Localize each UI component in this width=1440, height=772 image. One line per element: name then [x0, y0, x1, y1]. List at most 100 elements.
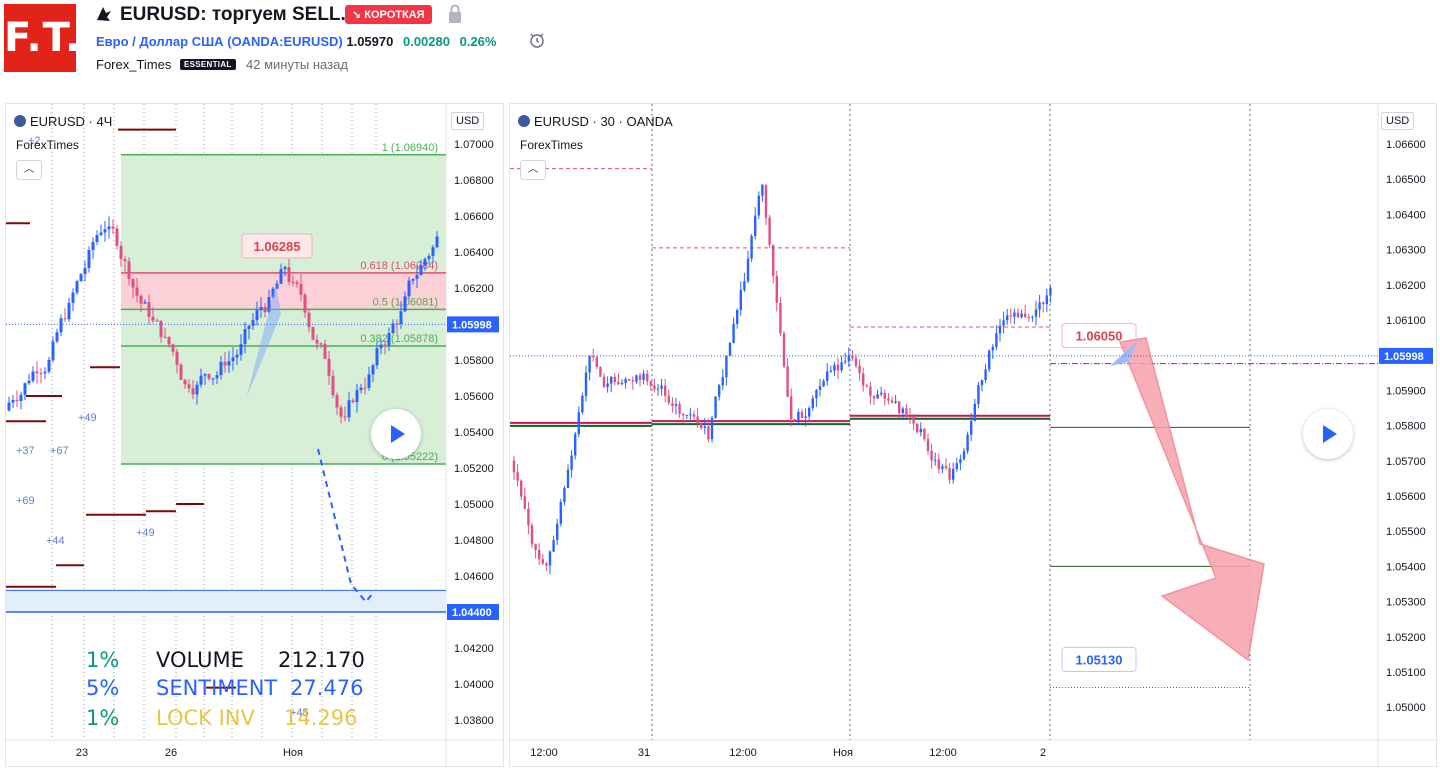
candle-body: [556, 523, 559, 541]
price-tick-label: 1.04600: [454, 571, 494, 583]
candle-body: [391, 323, 395, 334]
play-button[interactable]: [371, 409, 421, 459]
price-tick-label: 1.05900: [1386, 385, 1426, 397]
candle-body: [995, 333, 998, 347]
candle-body: [411, 278, 415, 281]
candle-body: [315, 339, 319, 344]
candle-body: [363, 387, 367, 389]
candle-body: [207, 374, 211, 379]
candle-body: [991, 346, 994, 351]
candle-body: [970, 420, 973, 435]
candle-body: [671, 402, 674, 406]
candle-body: [782, 333, 786, 367]
target-low-label: 1.05130: [1076, 652, 1123, 667]
candle-body: [602, 376, 606, 387]
candle-body: [1042, 302, 1045, 305]
price-tick-label: 1.06100: [1386, 315, 1426, 327]
candle-body: [343, 416, 347, 418]
instrument-change-pct: 0.26%: [459, 34, 497, 49]
left-chart-symbol[interactable]: EURUSD · 4Ч: [14, 114, 112, 129]
candle-body: [55, 332, 59, 342]
candle-body: [139, 295, 143, 304]
candle-body: [520, 480, 523, 497]
right-currency-button[interactable]: USD: [1381, 112, 1415, 130]
candle-body: [231, 357, 235, 362]
candle-body: [259, 306, 263, 311]
candle-body: [678, 404, 681, 414]
left-currency-button[interactable]: USD: [451, 112, 485, 130]
candle-body: [43, 371, 47, 374]
candle-body: [383, 344, 387, 346]
target-high-box: [1061, 323, 1137, 349]
candle-body: [588, 356, 591, 373]
candle-body: [355, 390, 359, 403]
play-button[interactable]: [1303, 409, 1353, 459]
candle-body: [613, 376, 616, 382]
candle-body: [919, 428, 922, 433]
collapse-legend-button[interactable]: ︿: [520, 160, 546, 180]
candle-body: [211, 378, 215, 380]
candle-body: [534, 544, 537, 550]
candle-body: [275, 283, 279, 289]
alarm-icon[interactable]: [528, 31, 546, 54]
instrument-ticker[interactable]: (OANDA:EURUSD): [227, 34, 343, 49]
author-name[interactable]: Forex_Times: [96, 57, 172, 72]
candle-body: [988, 350, 991, 370]
candle-body: [435, 236, 439, 248]
support-price-label: 1.04400: [452, 607, 492, 619]
candle-body: [1020, 313, 1023, 318]
candle-body: [327, 358, 331, 376]
stat-pct: 1%: [86, 706, 120, 730]
price-tick-label: 1.04800: [454, 535, 494, 547]
candle-body: [548, 551, 552, 566]
candle-body: [944, 466, 948, 469]
candle-body: [912, 416, 915, 424]
current-price-tag: [1379, 347, 1433, 364]
projection-path: [317, 448, 373, 604]
candle-body: [159, 320, 163, 337]
right-chart-symbol[interactable]: EURUSD · 30 · OANDA: [518, 114, 673, 129]
candle-body: [359, 387, 363, 391]
candle-body: [267, 297, 271, 313]
right-chart-canvas[interactable]: 1.06050 1.05130 1.06600 1.06500 1.06400 1.063…: [510, 104, 1436, 766]
candle-body: [862, 373, 865, 386]
candle-body: [552, 540, 555, 552]
publish-time: 42 минуты назад: [246, 57, 348, 72]
candle-body: [299, 283, 303, 295]
collapse-legend-button[interactable]: ︿: [16, 160, 42, 180]
candle-body: [187, 384, 191, 389]
right-chart-panel[interactable]: 1.06050 1.05130 1.06600 1.06500 1.06400 1.063…: [509, 103, 1437, 767]
candle-body: [541, 559, 544, 564]
candle-body: [631, 380, 634, 382]
price-tick-label: 1.05600: [1386, 491, 1426, 503]
candle-body: [291, 281, 295, 283]
candle-body: [1049, 287, 1052, 296]
time-tick-label: 2: [1040, 747, 1046, 759]
price-tick-label: 1.06400: [1386, 209, 1426, 221]
candle-body: [155, 320, 159, 322]
chevron-up-icon: ︿: [24, 164, 34, 175]
candle-body: [959, 459, 962, 464]
candle-body: [840, 362, 843, 371]
instrument-name[interactable]: Евро / Доллар США: [96, 34, 224, 49]
candle-body: [811, 398, 814, 408]
candle-body: [131, 279, 135, 288]
candle-body: [775, 276, 778, 303]
candle-body: [854, 358, 858, 366]
candle-body: [926, 439, 930, 451]
brand-logo[interactable]: F.T.: [4, 4, 80, 72]
candle-body: [610, 376, 613, 384]
candle-body: [772, 244, 775, 277]
candle-body: [599, 366, 602, 377]
candle-body: [387, 333, 391, 346]
candle-body: [527, 508, 530, 526]
stat-pct: 1%: [86, 648, 120, 672]
left-chart-panel[interactable]: 1 (1.06940) 0.618 (1.06284) 0.5 (1.06081) 0…: [5, 103, 504, 767]
candle-body: [757, 195, 760, 216]
price-tick-label: 1.05700: [1386, 456, 1426, 468]
candle-body: [793, 419, 796, 421]
candle-body: [746, 258, 750, 282]
candle-body: [563, 488, 566, 503]
stat-row: 5% SENTIMENT 27.476: [86, 676, 363, 700]
candle-body: [123, 259, 127, 262]
